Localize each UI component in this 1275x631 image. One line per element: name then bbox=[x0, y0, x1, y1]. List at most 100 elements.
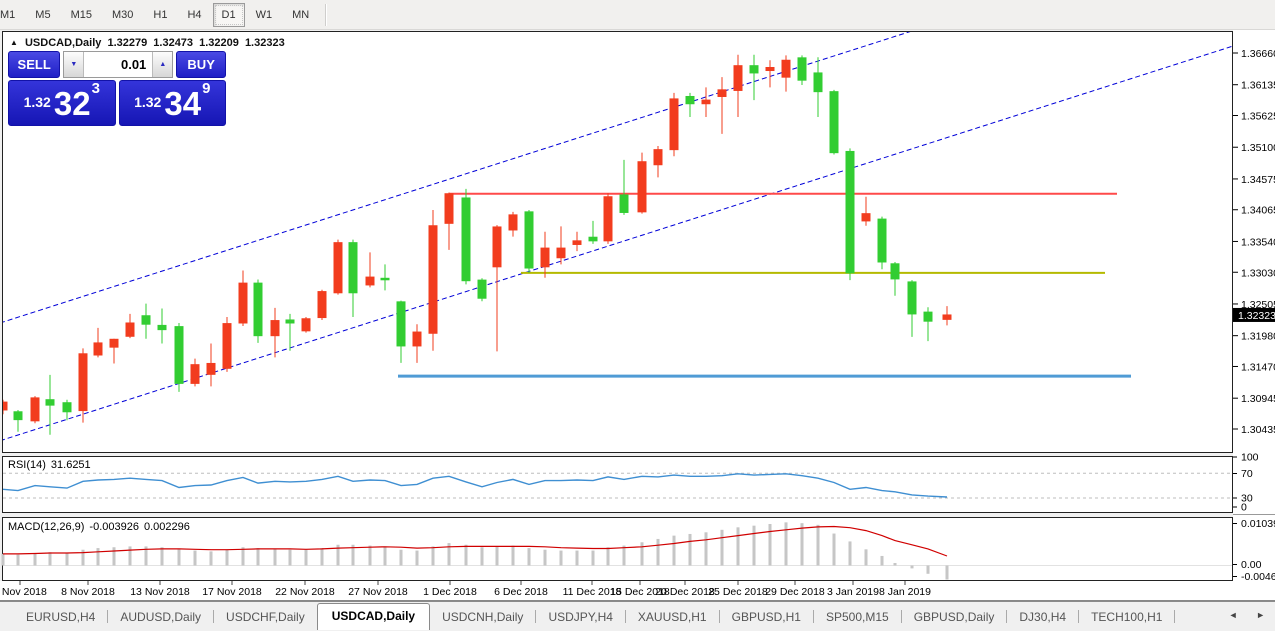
candle-body bbox=[861, 213, 871, 222]
collapse-triangle-icon[interactable]: ▲ bbox=[10, 38, 18, 47]
candle-body bbox=[380, 277, 390, 281]
sell-price-prefix: 1.32 bbox=[23, 94, 51, 110]
sell-price-button[interactable]: 1.32 32 3 bbox=[8, 80, 116, 126]
volume-field[interactable]: 0.01 bbox=[84, 52, 153, 77]
tab-sp500-m15[interactable]: SP500,M15 bbox=[825, 610, 889, 624]
date-axis-label: 25 Dec 2018 bbox=[708, 586, 768, 598]
tab-eurusd-h4[interactable]: EURUSD,H4 bbox=[26, 610, 96, 624]
tab-usdchf-daily[interactable]: USDCHF,Daily bbox=[226, 610, 305, 624]
buy-price-prefix: 1.32 bbox=[134, 94, 162, 110]
candle-body bbox=[685, 95, 695, 105]
macd-signal-line bbox=[3, 525, 948, 557]
volume-decrease-icon[interactable]: ▼ bbox=[64, 52, 85, 77]
buy-price-button[interactable]: 1.32 34 9 bbox=[118, 80, 226, 126]
date-axis-label: 13 Nov 2018 bbox=[130, 586, 190, 598]
candle-body bbox=[749, 65, 759, 74]
timeframe-button-w1[interactable]: W1 bbox=[255, 8, 273, 21]
ohlc-open: 1.32279 bbox=[107, 37, 148, 49]
candle-body bbox=[125, 322, 135, 337]
rsi-value: 31.6251 bbox=[50, 459, 91, 471]
date-axis-label: 20 Dec 2018 bbox=[655, 586, 715, 598]
rsi-axis-label: 0 bbox=[1241, 502, 1247, 514]
chart-window: 1.36660 1.36135 1.35625 1.35100 1.34575 1.340… bbox=[0, 30, 1275, 601]
candle-body bbox=[317, 291, 327, 319]
buy-price-big: 34 bbox=[164, 85, 202, 122]
date-axis-label: 8 Jan 2019 bbox=[879, 586, 931, 598]
tab-divider bbox=[107, 610, 109, 623]
chart-tab-bar: EURUSD,H4 AUDUSD,Daily USDCHF,Daily USDCAD,… bbox=[0, 601, 1275, 631]
timeframe-button-m15[interactable]: M15 bbox=[70, 8, 92, 21]
timeframe-button-mn[interactable]: MN bbox=[292, 8, 310, 21]
candle-body bbox=[412, 331, 422, 347]
candle-body bbox=[524, 211, 534, 269]
tab-usdjpy-h4[interactable]: USDJPY,H4 bbox=[548, 610, 613, 624]
timeframe-button-m1[interactable]: M1 bbox=[0, 8, 16, 21]
tab-dj30-h4[interactable]: DJ30,H4 bbox=[1019, 610, 1067, 624]
price-axis-label: 1.35625 bbox=[1241, 111, 1275, 123]
sell-button[interactable]: SELL bbox=[8, 51, 61, 78]
candle-body bbox=[78, 353, 88, 412]
date-axis-label: 17 Nov 2018 bbox=[202, 586, 262, 598]
candle-body bbox=[540, 247, 550, 268]
price-axis-label: 1.36135 bbox=[1241, 80, 1275, 92]
date-axis-label: 22 Nov 2018 bbox=[275, 586, 335, 598]
candle-body bbox=[669, 98, 679, 151]
tab-divider bbox=[718, 610, 720, 623]
candle-body bbox=[333, 242, 343, 294]
tab-tech100-h1[interactable]: TECH100,H1 bbox=[1091, 610, 1163, 624]
candle-body bbox=[942, 314, 952, 320]
candle-body bbox=[238, 282, 248, 324]
buy-price-pip: 9 bbox=[202, 80, 211, 97]
macd-axis-label: 0.010397 bbox=[1241, 518, 1275, 530]
tab-xauusd-h1[interactable]: XAUUSD,H1 bbox=[637, 610, 707, 624]
macd-name: MACD(12,26,9) bbox=[8, 521, 85, 533]
ohlc-high: 1.32473 bbox=[153, 37, 194, 49]
candle-body bbox=[396, 301, 406, 347]
candle-body bbox=[3, 401, 8, 411]
tab-usdcnh-daily[interactable]: USDCNH,Daily bbox=[442, 610, 524, 624]
candle-body bbox=[461, 197, 471, 282]
candle-body bbox=[428, 225, 438, 334]
timeframe-button-d1[interactable]: D1 bbox=[212, 2, 245, 27]
volume-increase-icon[interactable]: ▲ bbox=[152, 52, 173, 77]
date-axis-label: 3 Jan 2019 bbox=[827, 586, 879, 598]
timeframe-toolbar: M1 M5 M15 M30 H1 H4 D1 W1 MN bbox=[0, 0, 1275, 30]
date-axis-label: 1 Dec 2018 bbox=[423, 586, 477, 598]
tab-usdcad-daily[interactable]: USDCAD,Daily bbox=[316, 603, 431, 630]
candle-body bbox=[222, 323, 232, 369]
candle-body bbox=[348, 242, 358, 294]
tabs-scroll-left-icon[interactable]: ◄ bbox=[1228, 610, 1238, 620]
tab-gbpusd-daily[interactable]: GBPUSD,Daily bbox=[913, 610, 995, 624]
candle-body bbox=[30, 397, 40, 422]
candle-body bbox=[733, 65, 743, 91]
candle-body bbox=[109, 338, 119, 348]
buy-button[interactable]: BUY bbox=[176, 51, 226, 78]
timeframe-button-m5[interactable]: M5 bbox=[35, 8, 51, 21]
sell-price-big: 32 bbox=[53, 85, 91, 122]
candle-body bbox=[813, 72, 823, 93]
volume-stepper: ▼ 0.01 ▲ bbox=[63, 51, 174, 78]
candle-body bbox=[829, 91, 839, 154]
timeframe-button-m30[interactable]: M30 bbox=[111, 8, 134, 21]
tabs-scroll-right-icon[interactable]: ► bbox=[1256, 610, 1265, 620]
price-axis-label: 1.33030 bbox=[1241, 267, 1275, 279]
tab-gbpusd-h1[interactable]: GBPUSD,H1 bbox=[731, 610, 801, 624]
chart-canvas[interactable]: 1.36660 1.36135 1.35625 1.35100 1.34575 1.340… bbox=[0, 30, 1275, 601]
tab-divider bbox=[213, 610, 215, 623]
candle-body bbox=[62, 402, 72, 413]
candle-body bbox=[45, 399, 55, 406]
candle-body bbox=[797, 57, 807, 81]
price-plot bbox=[3, 32, 1232, 441]
candle-body bbox=[253, 282, 263, 337]
candle-body bbox=[270, 320, 280, 337]
price-axis-label: 1.34575 bbox=[1241, 174, 1275, 186]
candle-body bbox=[907, 281, 917, 315]
candle-body bbox=[141, 315, 151, 325]
tab-divider bbox=[1078, 610, 1080, 623]
date-axis-label: 6 Dec 2018 bbox=[494, 586, 548, 598]
timeframe-button-h1[interactable]: H1 bbox=[153, 8, 168, 21]
price-axis-label: 1.30435 bbox=[1241, 424, 1275, 436]
timeframe-button-h4[interactable]: H4 bbox=[187, 8, 202, 21]
tab-audusd-daily[interactable]: AUDUSD,Daily bbox=[120, 610, 202, 624]
ohlc-close: 1.32323 bbox=[244, 37, 285, 49]
